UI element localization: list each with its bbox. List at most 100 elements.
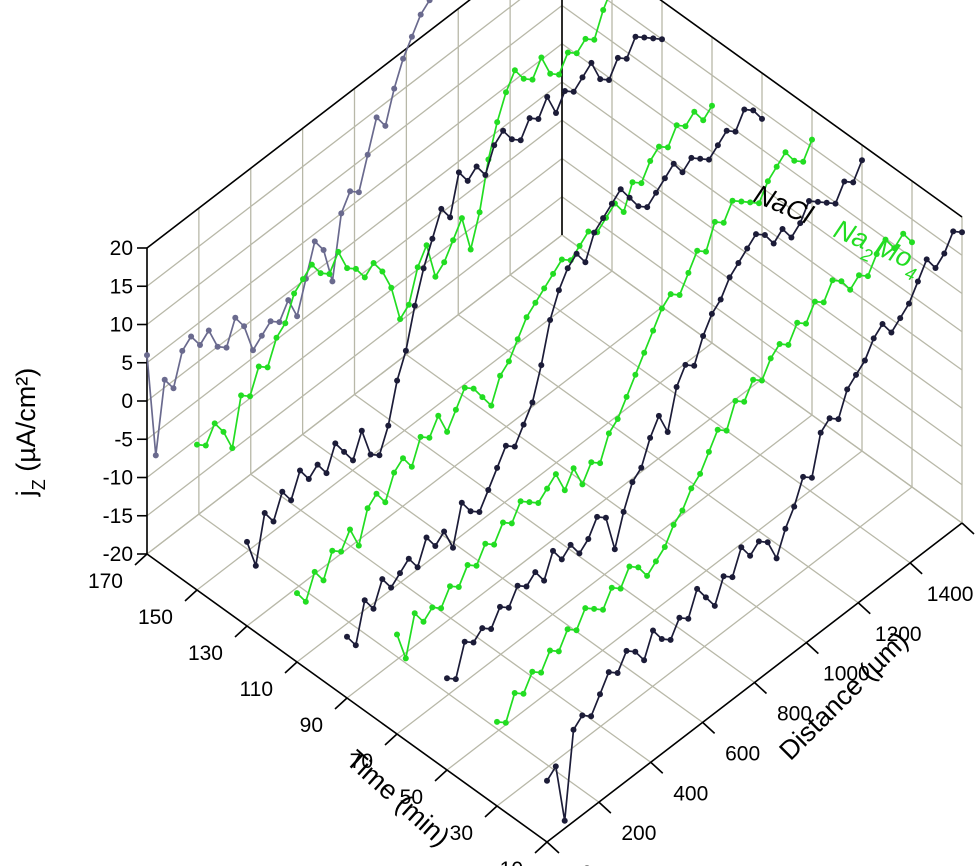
data-point xyxy=(582,35,589,42)
data-point xyxy=(567,541,574,548)
data-point xyxy=(473,562,480,569)
data-point xyxy=(455,169,462,176)
data-point xyxy=(364,505,371,512)
data-point xyxy=(464,177,471,184)
data-point xyxy=(661,544,668,550)
data-point xyxy=(623,393,630,400)
data-point xyxy=(941,250,948,257)
data-point xyxy=(244,538,250,545)
data-point xyxy=(808,474,815,481)
data-point xyxy=(179,347,186,354)
data-point xyxy=(767,355,774,362)
data-point xyxy=(735,260,742,266)
series-130-min xyxy=(244,33,665,569)
data-point xyxy=(658,636,665,642)
data-point xyxy=(564,49,571,56)
data-point xyxy=(338,548,345,555)
data-point xyxy=(517,498,524,505)
data-point xyxy=(241,323,248,330)
data-point xyxy=(579,712,586,719)
back-wall-grid-line xyxy=(146,0,521,287)
data-point xyxy=(600,215,607,222)
data-point xyxy=(608,584,615,591)
data-point xyxy=(205,327,212,334)
data-point xyxy=(479,394,486,401)
data-point xyxy=(250,347,256,354)
back-wall-grid-line xyxy=(146,43,563,364)
data-point xyxy=(588,459,595,466)
data-point xyxy=(605,430,612,437)
data-point xyxy=(376,452,383,459)
data-point xyxy=(676,614,683,621)
data-point xyxy=(723,127,730,134)
data-point xyxy=(685,615,692,622)
side-wall-grid-line xyxy=(561,196,963,486)
data-point xyxy=(573,627,580,634)
data-point xyxy=(547,70,554,77)
data-point xyxy=(561,817,568,824)
data-point xyxy=(338,210,345,217)
data-point xyxy=(461,638,468,645)
tick-labels: 0200400600800100012001400160010305070901… xyxy=(88,237,975,866)
data-point xyxy=(473,163,480,170)
data-point xyxy=(467,246,474,253)
data-point xyxy=(252,562,259,569)
data-point xyxy=(420,265,427,272)
data-point xyxy=(659,36,665,43)
x-tick-mark xyxy=(909,562,923,575)
data-point xyxy=(608,200,615,207)
x-tick-label: 600 xyxy=(725,742,760,765)
y-tick-label: 30 xyxy=(450,822,473,845)
data-point xyxy=(382,122,389,129)
data-point xyxy=(470,639,477,646)
x-tick-mark xyxy=(702,721,716,734)
data-point xyxy=(647,434,654,441)
data-point xyxy=(558,556,565,563)
data-point xyxy=(414,564,421,571)
data-point xyxy=(570,726,577,733)
data-point xyxy=(626,563,633,570)
data-point xyxy=(502,442,509,449)
data-point xyxy=(391,85,398,92)
data-point xyxy=(750,376,757,383)
data-point xyxy=(591,605,598,612)
data-point xyxy=(441,528,448,535)
data-point xyxy=(776,341,783,347)
y-tick-label: 130 xyxy=(188,642,223,665)
data-point xyxy=(267,318,274,325)
data-point xyxy=(655,412,662,419)
data-point xyxy=(614,54,621,61)
data-point xyxy=(544,485,551,492)
y-tick-mark xyxy=(134,553,148,566)
data-point xyxy=(417,11,424,18)
data-point xyxy=(411,302,418,309)
data-point xyxy=(511,690,518,696)
x-tick-label: 200 xyxy=(621,822,656,845)
data-point xyxy=(711,218,718,225)
y-tick-mark xyxy=(384,733,398,746)
data-point xyxy=(641,34,648,41)
data-point xyxy=(552,471,559,478)
x-tick-mark xyxy=(546,841,560,854)
data-point xyxy=(547,317,554,323)
data-point xyxy=(258,332,265,339)
data-point xyxy=(670,160,677,167)
data-point xyxy=(520,421,527,428)
data-point xyxy=(611,546,618,553)
data-point xyxy=(741,106,748,113)
data-point xyxy=(561,487,568,494)
data-point xyxy=(859,157,865,164)
data-point xyxy=(594,513,601,520)
data-point xyxy=(341,448,348,455)
data-point xyxy=(329,278,336,285)
data-point xyxy=(632,371,639,378)
data-point xyxy=(370,260,377,266)
y-axis-title: Time (min) xyxy=(340,744,455,852)
data-point xyxy=(864,273,871,280)
data-point xyxy=(279,488,286,495)
data-point xyxy=(697,470,704,477)
data-point xyxy=(432,543,439,549)
data-point xyxy=(488,402,495,409)
data-point xyxy=(558,256,565,263)
data-point xyxy=(288,497,295,504)
